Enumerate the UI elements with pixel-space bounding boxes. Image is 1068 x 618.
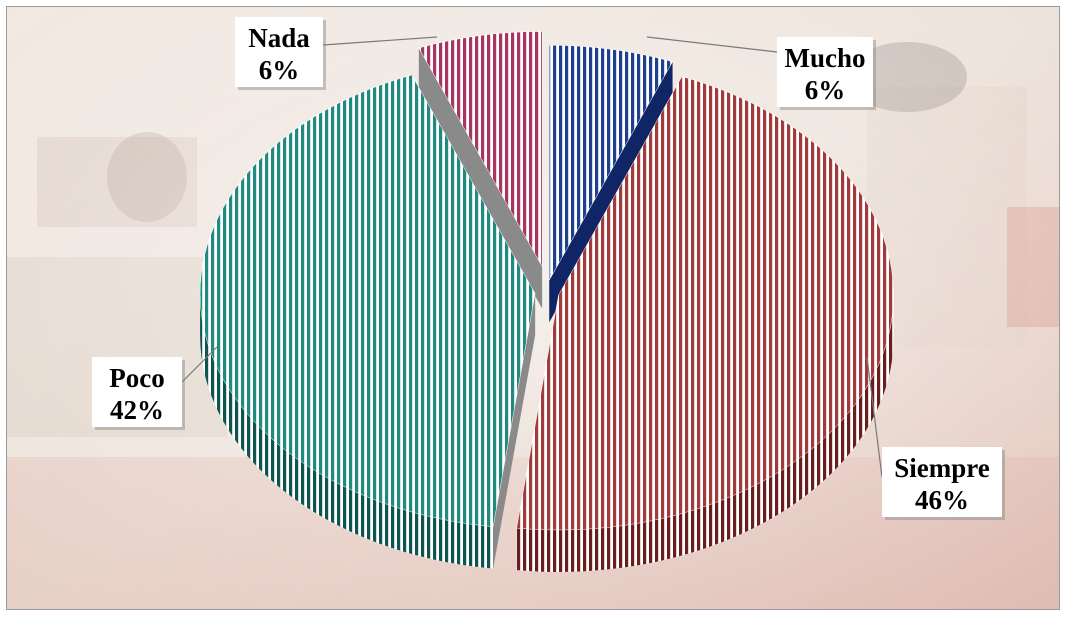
slice-mucho: [548, 44, 673, 282]
category-label: Mucho: [785, 43, 866, 73]
pie-slices: [199, 31, 894, 572]
leader-line-mucho: [646, 36, 778, 53]
percent-label: 6%: [259, 55, 300, 85]
category-label: Poco: [109, 363, 164, 393]
category-label: Nada: [248, 23, 310, 53]
slice-cut-face-poco: [493, 293, 536, 569]
percent-label: 42%: [110, 395, 164, 425]
slice-side-siempre: [516, 294, 894, 572]
slice-poco: [199, 74, 536, 527]
leader-line-siempre: [866, 356, 883, 478]
chart-frame: Mucho 6% Siempre 46% Poco 42% Nada 6%: [6, 6, 1060, 610]
percent-label: 6%: [805, 75, 846, 105]
percent-label: 46%: [915, 485, 969, 515]
leader-line-poco: [181, 346, 218, 383]
leader-line-nada: [322, 36, 438, 46]
category-label: Siempre: [894, 453, 990, 483]
slice-nada: [418, 31, 543, 268]
slice-cut-face-nada: [418, 47, 543, 309]
slice-siempre: [516, 76, 894, 531]
slice-side-poco: [200, 293, 494, 569]
